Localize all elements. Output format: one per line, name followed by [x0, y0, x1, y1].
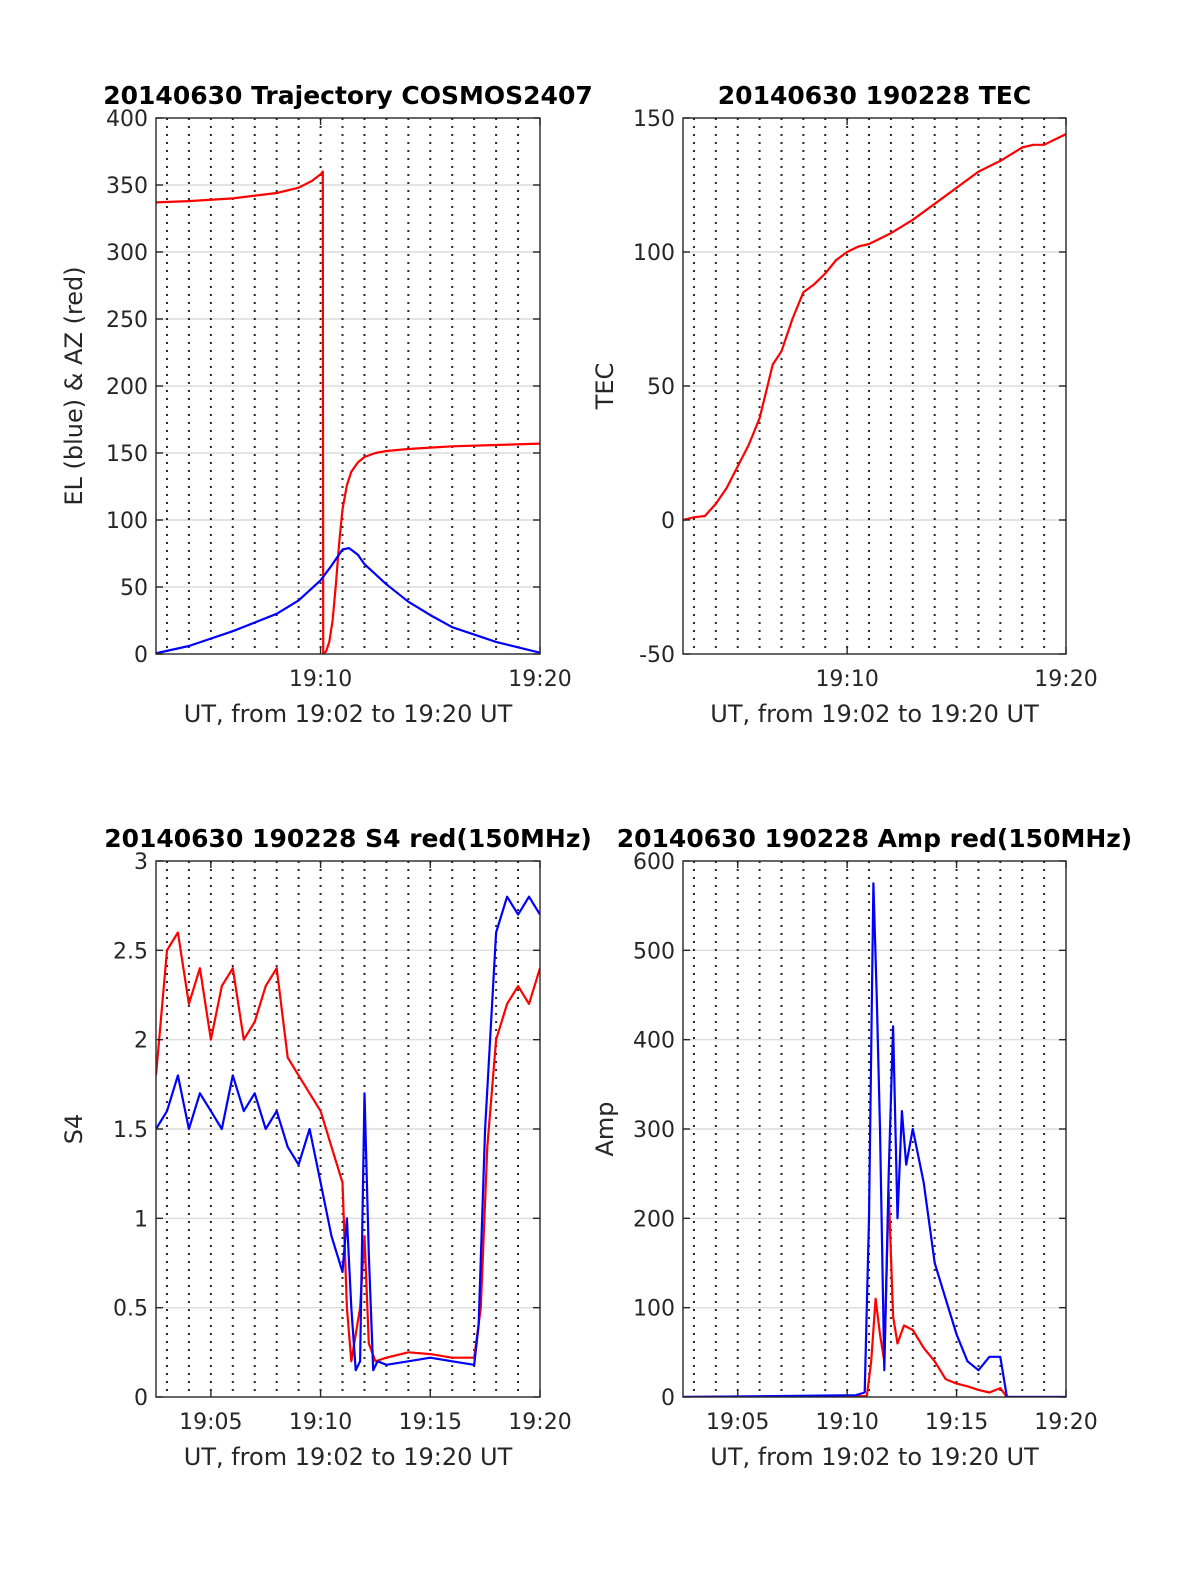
s4-chart-title: 20140630 190228 S4 red(150MHz) — [104, 824, 592, 853]
trajectory-ytick-label: 300 — [106, 241, 148, 266]
amp-ytick-label: 100 — [633, 1297, 675, 1322]
trajectory-xtick-label: 19:10 — [289, 667, 352, 692]
tec-series-line-red — [683, 133, 1066, 522]
tec-xtick-label: 19:10 — [815, 667, 878, 692]
trajectory-ytick-label: 0 — [134, 643, 148, 668]
tec-chart: -50 0 50 100 150 19:10 19:20 20140630 190228 TE… — [591, 81, 1098, 728]
amp-ytick-label: 600 — [633, 850, 675, 875]
tec-chart-title: 20140630 190228 TEC — [718, 81, 1031, 110]
s4-ytick-label: 0.5 — [113, 1297, 148, 1322]
tec-x-axis-label: UT, from 19:02 to 19:20 UT — [710, 700, 1039, 728]
tec-xtick-label: 19:20 — [1034, 667, 1097, 692]
trajectory-ytick-label: 200 — [106, 375, 148, 400]
s4-xtick-label: 19:20 — [508, 1410, 571, 1435]
s4-x-axis-label: UT, from 19:02 to 19:20 UT — [184, 1443, 513, 1471]
s4-ytick-label: 2.5 — [113, 939, 148, 964]
s4-ytick-label: 1 — [134, 1207, 148, 1232]
trajectory-ytick-label: 50 — [120, 576, 148, 601]
amp-chart-title: 20140630 190228 Amp red(150MHz) — [617, 824, 1133, 853]
trajectory-ytick-label: 400 — [106, 107, 148, 132]
amp-ytick-label: 400 — [633, 1029, 675, 1054]
tec-ytick-label: -50 — [639, 643, 675, 668]
amp-xtick-label: 19:05 — [706, 1410, 769, 1435]
s4-chart: 0 0.5 1 1.5 2 2.5 3 19:05 19:10 19:15 19:20 2014063… — [60, 824, 592, 1471]
s4-ytick-label: 0 — [134, 1386, 148, 1411]
amp-ytick-label: 0 — [661, 1386, 675, 1411]
trajectory-ytick-label: 100 — [106, 509, 148, 534]
s4-ytick-label: 2 — [134, 1029, 148, 1054]
amp-series-line-blue — [683, 882, 1066, 1397]
s4-series-line-red — [156, 931, 540, 1363]
trajectory-ytick-label: 250 — [106, 308, 148, 333]
tec-ytick-label: 50 — [647, 375, 675, 400]
amp-xtick-label: 19:15 — [925, 1410, 988, 1435]
amp-x-axis-label: UT, from 19:02 to 19:20 UT — [710, 1443, 1039, 1471]
amp-ytick-label: 200 — [633, 1207, 675, 1232]
trajectory-chart: 0 50 100 150 200 250 300 350 400 19:10 19:20 201406… — [60, 81, 593, 728]
s4-xtick-label: 19:05 — [179, 1410, 242, 1435]
amp-xtick-label: 19:20 — [1034, 1410, 1097, 1435]
amp-series-line-red — [683, 1190, 1066, 1397]
s4-xtick-label: 19:10 — [289, 1410, 352, 1435]
trajectory-series-line-blue — [156, 546, 540, 654]
tec-ytick-label: 150 — [633, 107, 675, 132]
s4-series-line-blue — [156, 895, 540, 1372]
s4-y-axis-label: S4 — [60, 1114, 88, 1145]
trajectory-ytick-label: 150 — [106, 442, 148, 467]
amp-y-axis-label: Amp — [591, 1101, 619, 1156]
trajectory-y-axis-label: EL (blue) & AZ (red) — [60, 266, 88, 505]
s4-xtick-label: 19:15 — [399, 1410, 462, 1435]
tec-ytick-label: 100 — [633, 241, 675, 266]
amp-ytick-label: 500 — [633, 939, 675, 964]
tec-y-axis-label: TEC — [591, 363, 619, 411]
trajectory-xtick-label: 19:20 — [508, 667, 571, 692]
trajectory-ytick-label: 350 — [106, 174, 148, 199]
amp-ytick-label: 300 — [633, 1118, 675, 1143]
trajectory-x-axis-label: UT, from 19:02 to 19:20 UT — [184, 700, 513, 728]
tec-ytick-label: 0 — [661, 509, 675, 534]
trajectory-chart-title: 20140630 Trajectory COSMOS2407 — [103, 81, 593, 110]
s4-ytick-label: 1.5 — [113, 1118, 148, 1143]
amp-chart: 0 100 200 300 400 500 600 19:05 19:10 19:15 19:20 2… — [591, 824, 1132, 1471]
trajectory-series-line-red — [156, 170, 540, 654]
amp-xtick-label: 19:10 — [815, 1410, 878, 1435]
s4-ytick-label: 3 — [134, 850, 148, 875]
